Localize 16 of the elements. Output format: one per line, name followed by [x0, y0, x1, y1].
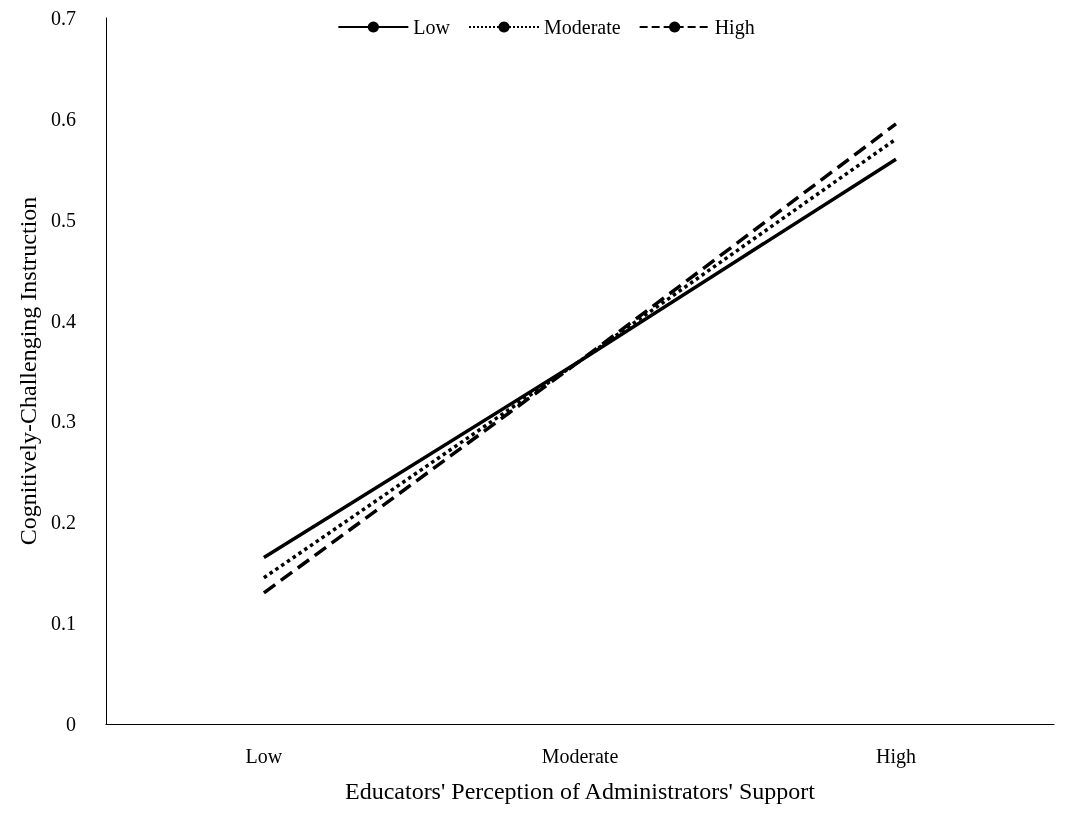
x-tick-label: Low: [245, 745, 283, 767]
y-tick-label: 0.3: [50, 410, 76, 433]
y-tick-label: 0.2: [50, 511, 76, 534]
x-tick-label: High: [875, 745, 916, 768]
y-tick-label: 0.5: [50, 208, 76, 231]
y-tick-label: 0.1: [50, 612, 76, 635]
y-tick-label: 0.6: [50, 107, 76, 130]
y-tick-label: 0.4: [50, 309, 76, 332]
y-axis-title: Cognitively-Challenging Instruction: [15, 196, 41, 546]
legend-label: Moderate: [544, 16, 621, 38]
legend-label: Low: [413, 16, 451, 38]
legend-label: High: [714, 16, 755, 39]
x-tick-label: Moderate: [541, 745, 619, 767]
y-tick-label: 0: [65, 713, 76, 735]
y-tick-label: 0.7: [50, 7, 76, 29]
x-axis-title: Educators' Perception of Administrators' Support: [344, 778, 816, 804]
